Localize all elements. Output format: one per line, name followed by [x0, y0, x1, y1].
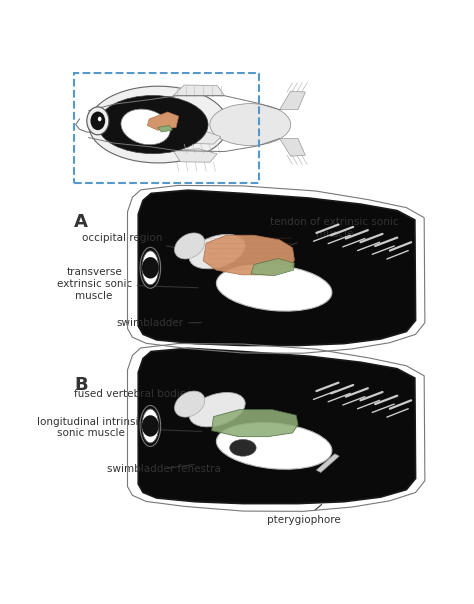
- Text: longitudinal intrinsic
sonic muscle: longitudinal intrinsic sonic muscle: [37, 417, 201, 438]
- Polygon shape: [173, 149, 217, 162]
- Polygon shape: [280, 138, 305, 156]
- Text: tendon of extrinsic sonic
muscle: tendon of extrinsic sonic muscle: [271, 217, 399, 249]
- Polygon shape: [212, 410, 298, 437]
- Polygon shape: [203, 236, 294, 275]
- Text: fused vertebral bodies: fused vertebral bodies: [74, 390, 207, 399]
- Text: pterygiophore: pterygiophore: [267, 504, 340, 525]
- Ellipse shape: [210, 104, 291, 146]
- Circle shape: [91, 112, 105, 130]
- Circle shape: [98, 117, 101, 121]
- Polygon shape: [138, 349, 416, 504]
- Ellipse shape: [174, 233, 205, 259]
- Text: occipital region: occipital region: [82, 233, 187, 249]
- Bar: [74, 74, 259, 183]
- Ellipse shape: [140, 248, 161, 288]
- Ellipse shape: [189, 234, 245, 269]
- Ellipse shape: [189, 393, 245, 427]
- Polygon shape: [316, 454, 339, 472]
- Polygon shape: [138, 190, 416, 345]
- Text: transverse
extrinsic sonic
muscle: transverse extrinsic sonic muscle: [56, 268, 198, 301]
- Ellipse shape: [217, 423, 332, 469]
- Polygon shape: [251, 259, 294, 275]
- Text: A: A: [74, 213, 88, 231]
- Ellipse shape: [142, 409, 159, 443]
- Text: swimbladder fenestra: swimbladder fenestra: [107, 464, 221, 474]
- Text: swimbladder: swimbladder: [116, 318, 201, 328]
- Ellipse shape: [98, 95, 208, 153]
- Ellipse shape: [89, 86, 228, 163]
- Ellipse shape: [140, 405, 161, 446]
- Ellipse shape: [121, 109, 170, 145]
- Polygon shape: [181, 130, 221, 144]
- Circle shape: [142, 257, 159, 278]
- Circle shape: [142, 415, 159, 437]
- Ellipse shape: [217, 265, 332, 311]
- Polygon shape: [173, 85, 225, 96]
- Ellipse shape: [230, 440, 256, 456]
- Polygon shape: [280, 91, 305, 110]
- Ellipse shape: [142, 251, 159, 285]
- Circle shape: [87, 107, 109, 135]
- Polygon shape: [147, 112, 179, 130]
- Ellipse shape: [174, 391, 205, 417]
- Text: B: B: [74, 376, 88, 394]
- Polygon shape: [158, 126, 173, 132]
